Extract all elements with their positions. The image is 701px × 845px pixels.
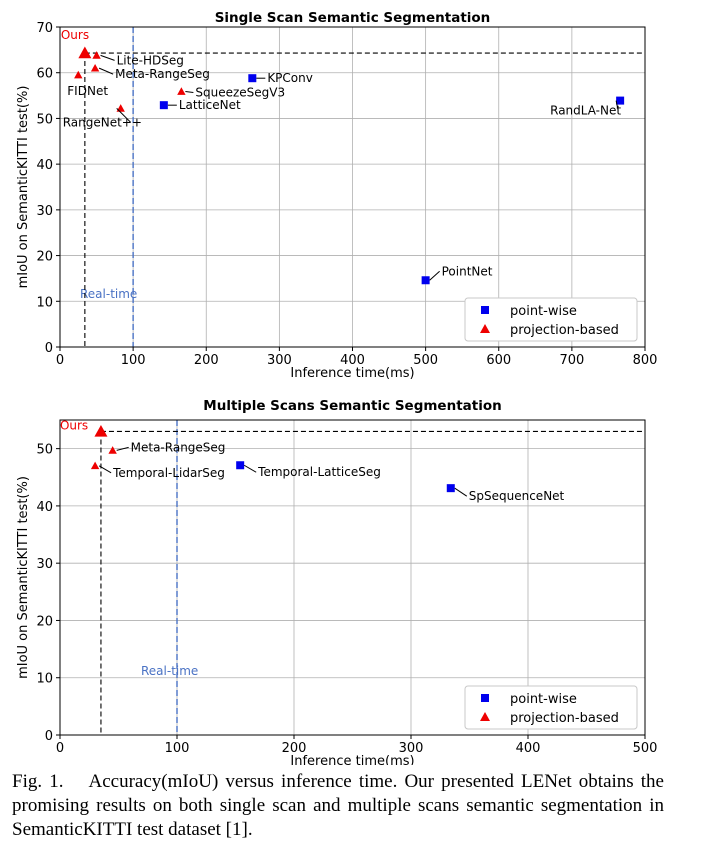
legend-box: [464, 685, 638, 730]
legend-marker-point-wise: [481, 306, 489, 314]
y-tick-label: 30: [36, 204, 53, 219]
legend-label-point-wise: point-wise: [510, 692, 577, 707]
x-axis-label: Inference time(ms): [290, 754, 414, 765]
point-label-temporal-lidarseg: Temporal-LidarSeg: [112, 466, 225, 480]
leader-meta-rangeseg: [98, 67, 114, 75]
point-rangenet: [116, 104, 125, 112]
point-kpconv: [248, 74, 257, 83]
x-tick-label: 200: [282, 741, 307, 756]
legend-marker-projection-based: [480, 324, 490, 333]
y-tick-label: 10: [36, 672, 53, 687]
x-tick-label: 0: [56, 741, 64, 756]
y-axis-label: mIoU on SemanticKITTI test(%): [16, 86, 31, 289]
x-tick-label: 400: [340, 353, 365, 368]
x-tick-label: 200: [194, 353, 219, 368]
legend-label-projection-based: projection-based: [510, 323, 619, 338]
legend-box: [464, 297, 638, 342]
point-label-squeezesegv3: SqueezeSegV3: [195, 85, 285, 99]
legend-label-projection-based: projection-based: [510, 711, 619, 726]
point-label-meta-rangeseg: Meta-RangeSeg: [131, 440, 226, 454]
x-tick-label: 300: [399, 741, 424, 756]
x-tick-label: 300: [267, 353, 292, 368]
x-tick-label: 400: [516, 741, 541, 756]
leader-squeezesegv3: [185, 90, 194, 93]
legend-label-point-wise: point-wise: [510, 304, 577, 319]
y-tick-label: 60: [36, 67, 53, 82]
x-tick-label: 100: [165, 741, 190, 756]
legend-marker-projection-based: [480, 712, 490, 721]
leader-temporal-lidarseg: [98, 465, 112, 474]
point-label-latticenet: LatticeNet: [179, 98, 241, 112]
y-tick-label: 0: [45, 729, 53, 744]
leader-meta-rangeseg: [116, 446, 129, 451]
point-label-meta-rangeseg: Meta-RangeSeg: [115, 67, 210, 81]
y-tick-label: 30: [36, 557, 53, 572]
leader-spsequencenet: [454, 487, 468, 497]
x-tick-label: 500: [413, 353, 438, 368]
point-lite-hdseg: [92, 51, 101, 59]
figure-caption: Fig. 1. Accuracy(mIoU) versus inference …: [12, 771, 664, 840]
y-tick-label: 40: [36, 500, 53, 515]
single-scan-chart: Single Scan Semantic Segmentation Real-ti…: [16, 10, 658, 381]
point-label-pointnet: PointNet: [442, 264, 493, 278]
y-tick-label: 40: [36, 158, 53, 173]
x-tick-label: 600: [486, 353, 511, 368]
point-label-lite-hdseg: Lite-HDSeg: [117, 53, 184, 67]
chart-title: Single Scan Semantic Segmentation: [215, 10, 491, 26]
y-tick-label: 0: [45, 341, 53, 356]
point-label-fidnet: FIDNet: [67, 84, 108, 98]
y-tick-label: 20: [36, 614, 53, 629]
point-latticenet: [159, 101, 168, 110]
point-label-ours: Ours: [60, 418, 88, 432]
point-label-temporal-latticeseg: Temporal-LatticeSeg: [257, 465, 381, 479]
point-label-kpconv: KPConv: [267, 71, 313, 85]
y-tick-label: 10: [36, 295, 53, 310]
point-label-spsequencenet: SpSequenceNet: [469, 489, 565, 503]
y-axis-label: mIoU on SemanticKITTI test(%): [16, 476, 31, 679]
point-temporal-lidarseg: [90, 461, 100, 470]
point-meta-rangeseg: [108, 446, 117, 454]
y-tick-label: 70: [36, 21, 53, 36]
x-tick-label: 800: [633, 353, 658, 368]
point-fidnet: [74, 70, 83, 79]
point-ours: [78, 46, 92, 59]
x-tick-label: 500: [633, 741, 658, 756]
leader-temporal-latticeseg: [243, 464, 257, 473]
leader-pointnet: [429, 270, 440, 281]
plot-frame: [59, 419, 646, 736]
y-tick-label: 20: [36, 250, 53, 265]
point-label-randla-net: RandLA-Net: [550, 104, 621, 118]
y-tick-label: 50: [36, 443, 53, 458]
realtime-label: Real-time: [80, 287, 137, 301]
point-meta-rangeseg: [90, 63, 100, 72]
realtime-label: Real-time: [141, 664, 198, 678]
point-label-ours: Ours: [61, 28, 89, 42]
leader-randla-net: [615, 100, 619, 111]
x-tick-label: 100: [121, 353, 146, 368]
legend-marker-point-wise: [481, 694, 489, 702]
x-tick-label: 700: [559, 353, 584, 368]
point-label-rangenet: RangeNet++: [63, 115, 142, 129]
x-tick-label: 0: [56, 353, 64, 368]
point-squeezesegv3: [177, 87, 186, 95]
multiple-scans-chart: Multiple Scans Semantic Segmentation Real…: [16, 398, 658, 765]
point-temporal-latticeseg: [236, 461, 245, 470]
y-tick-label: 50: [36, 112, 53, 127]
x-axis-label: Inference time(ms): [290, 366, 414, 381]
point-pointnet: [421, 276, 430, 285]
point-randla-net: [616, 96, 625, 105]
chart-title: Multiple Scans Semantic Segmentation: [203, 398, 501, 414]
point-spsequencenet: [446, 484, 455, 493]
leader-lite-hdseg: [100, 54, 115, 61]
point-ours: [94, 424, 108, 437]
leader-rangenet: [116, 108, 132, 123]
